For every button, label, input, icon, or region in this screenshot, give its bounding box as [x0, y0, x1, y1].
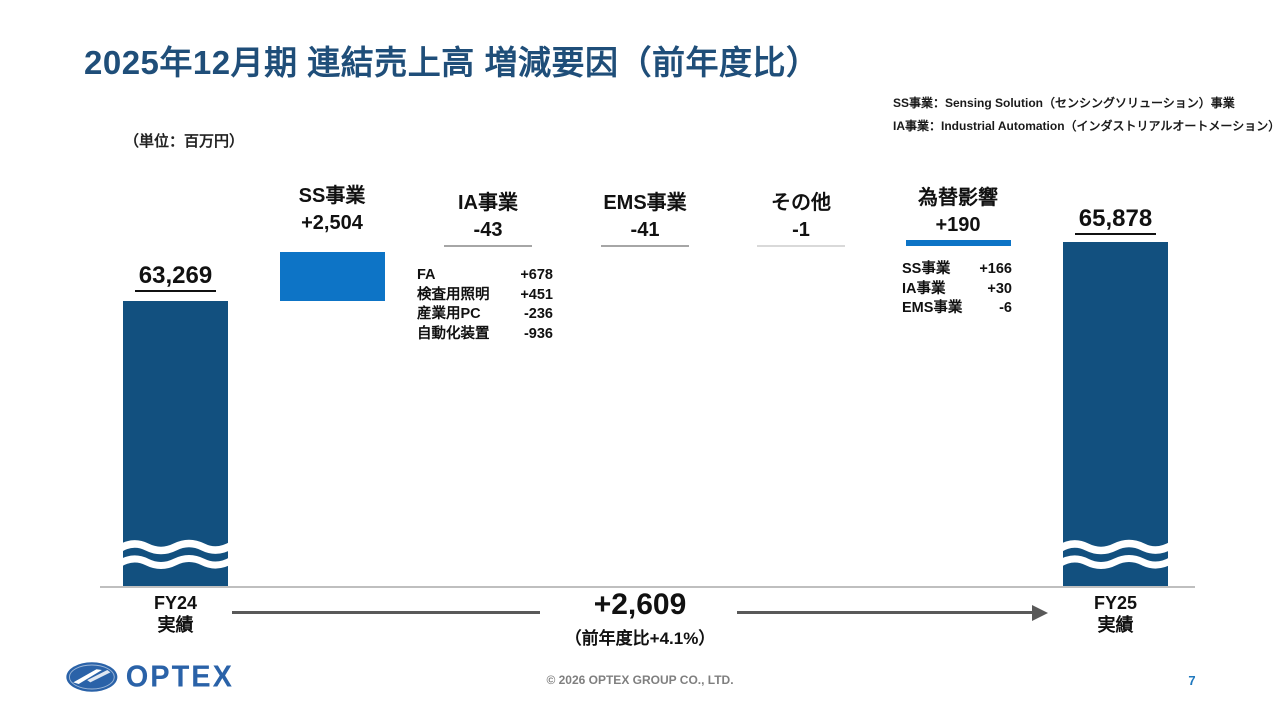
legend-notes: SS事業：Sensing Solution（センシングソリューション）事業 IA…: [893, 92, 1280, 138]
fy24-axis-break-icon: [116, 539, 235, 569]
table-row: IA事業 +30: [902, 280, 1012, 297]
fy24-bar: [123, 301, 228, 586]
change-arrow-right-segment: [737, 611, 1033, 614]
fy25-bar: [1063, 242, 1168, 586]
table-row: EMS事業 -6: [902, 300, 1012, 316]
other-bar: [757, 245, 845, 247]
change-arrow-head-icon: [1032, 604, 1048, 621]
ia-bar: [444, 245, 532, 247]
total-change-value: +2,609: [593, 588, 687, 621]
fy25-axis-label: FY25 実績: [1093, 593, 1138, 635]
fy25-axis-break-icon: [1056, 539, 1175, 569]
chart-baseline: [100, 586, 1195, 588]
step-label-other: その他 -1: [771, 192, 831, 241]
ia-breakdown-table: FA +678 検査用照明 +451 産業用PC -236 自動化装置 -936: [417, 266, 553, 344]
step-label-ems: EMS事業 -41: [603, 192, 687, 241]
optex-logo-icon: [66, 662, 118, 692]
fy24-axis-label: FY24 実績: [153, 593, 198, 635]
ems-bar: [601, 245, 689, 247]
optex-logo: OPTEX: [64, 654, 234, 700]
unit-label: （単位：百万円）: [124, 133, 245, 150]
step-label-fx: 為替影響 +190: [918, 187, 998, 236]
step-label-ss: SS事業 +2,504: [298, 185, 366, 234]
table-row: 自動化装置 -936: [417, 325, 553, 342]
table-row: FA +678: [417, 267, 553, 283]
fy25-value-label: 65,878: [1063, 205, 1168, 235]
ss-bar: [280, 252, 385, 301]
legend-note-ss: SS事業：Sensing Solution（センシングソリューション）事業: [893, 96, 1235, 110]
page-number: 7: [1188, 673, 1196, 688]
change-arrow-left-segment: [232, 611, 540, 614]
copyright-text: © 2026 OPTEX GROUP CO., LTD.: [546, 673, 734, 687]
table-row: 産業用PC -236: [417, 306, 553, 322]
table-row: SS事業 +166: [902, 261, 1012, 277]
step-label-ia: IA事業 -43: [458, 192, 518, 241]
fx-breakdown-table: SS事業 +166 IA事業 +30 EMS事業 -6: [902, 260, 1012, 319]
total-change-note: （前年度比+4.1%）: [564, 629, 716, 648]
fx-bar: [906, 240, 1011, 246]
page-title: 2025年12月期 連結売上高 増減要因（前年度比）: [84, 44, 820, 81]
table-row: 検査用照明 +451: [417, 286, 553, 303]
legend-note-ia: IA事業：Industrial Automation（インダストリアルオートメー…: [893, 119, 1280, 133]
optex-logo-text: OPTEX: [125, 659, 234, 694]
fy24-value-label: 63,269: [123, 262, 228, 292]
